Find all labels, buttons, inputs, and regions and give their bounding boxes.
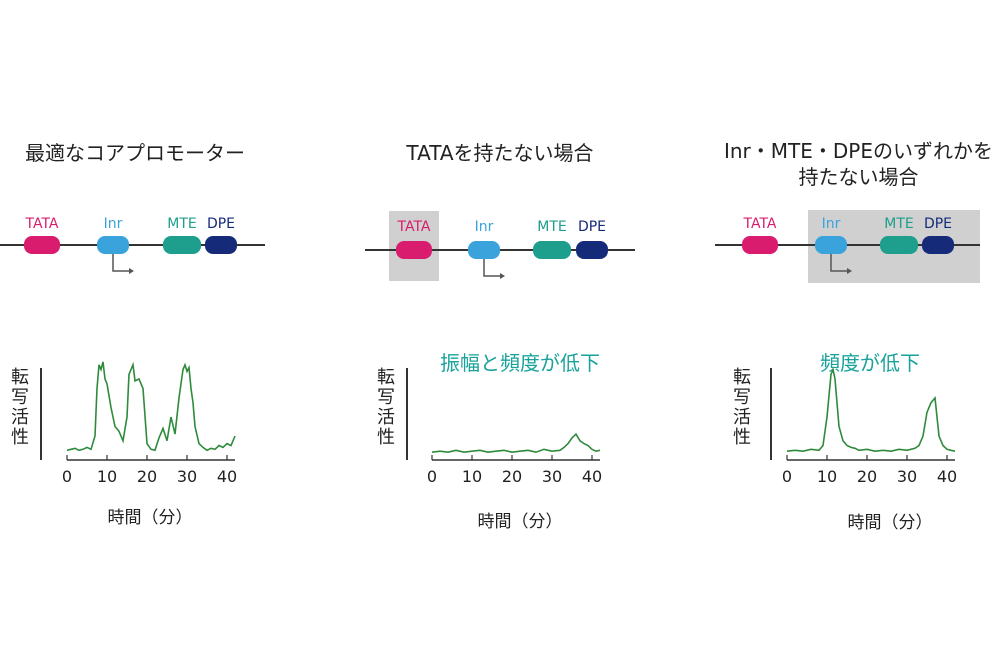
x-tick-label: 10	[97, 467, 117, 486]
panel-3-y-axis	[770, 368, 772, 460]
panel-1-title: 最適なコアプロモーター	[25, 141, 245, 165]
dpe-box	[205, 236, 237, 254]
x-tick-label: 40	[582, 467, 602, 486]
panel-2-caption: 振幅と頻度が低下	[440, 351, 600, 375]
inr-label: Inr	[104, 216, 123, 232]
tata-label: TATA	[743, 216, 777, 232]
transcription-trace-line	[431, 432, 601, 454]
x-tick-label: 20	[502, 467, 522, 486]
tss-arrow	[483, 259, 503, 277]
dpe-label: DPE	[578, 219, 606, 235]
panel-2-trace-chart: 0 10 20 30 40	[427, 432, 602, 486]
x-tick-label: 0	[427, 467, 437, 486]
inr-label: Inr	[822, 216, 841, 232]
panel-2-promoter: TATA Inr MTE DPE	[365, 211, 635, 281]
dpe-box	[922, 236, 954, 254]
dpe-label: DPE	[207, 216, 235, 232]
tss-arrow	[830, 254, 850, 272]
mte-box	[533, 241, 571, 259]
mte-label: MTE	[167, 216, 196, 232]
panel-1-xlabel: 時間（分）	[107, 508, 193, 528]
mte-box	[880, 236, 918, 254]
x-tick-label: 30	[542, 467, 562, 486]
inr-label: Inr	[475, 219, 494, 235]
tata-box	[24, 236, 60, 254]
tata-label: TATA	[25, 216, 59, 232]
dpe-box	[576, 241, 608, 259]
panel-2-title: TATAを持たない場合	[406, 141, 594, 165]
x-tick-label: 10	[462, 467, 482, 486]
transcription-trace-line	[786, 366, 956, 453]
tata-box	[742, 236, 778, 254]
panel-3-caption: 頻度が低下	[820, 351, 920, 375]
panel-1-promoter: TATA Inr MTE DPE	[0, 216, 265, 274]
x-tick-label: 20	[857, 467, 877, 486]
panel-1-trace-chart: 0 10 20 30 40	[62, 361, 237, 486]
mte-box	[163, 236, 201, 254]
tata-label: TATA	[397, 219, 431, 235]
panel-3-ylabel: 転写活性	[733, 367, 751, 448]
x-tick-label: 0	[782, 467, 792, 486]
x-tick-label: 20	[137, 467, 157, 486]
panel-1-ylabel: 転写活性	[11, 367, 29, 448]
x-tick-label: 30	[177, 467, 197, 486]
panel-3-promoter: TATA Inr MTE DPE	[715, 210, 980, 283]
x-tick-label: 10	[817, 467, 837, 486]
mte-label: MTE	[884, 216, 913, 232]
panel-1-y-axis	[40, 368, 42, 460]
panel-3-xlabel: 時間（分）	[847, 513, 933, 533]
tata-box	[396, 241, 432, 259]
x-tick-label: 30	[897, 467, 917, 486]
panel-3-title: Inr・MTE・DPEのいずれかを 持たない場合	[723, 139, 993, 189]
panel-2-xlabel: 時間（分）	[477, 512, 563, 532]
inr-box	[97, 236, 129, 254]
mte-label: MTE	[537, 219, 566, 235]
inr-box	[815, 236, 847, 254]
panel-2-ylabel: 転写活性	[377, 367, 395, 448]
inr-box	[468, 241, 500, 259]
panel-3-trace-chart: 0 10 20 30 40	[782, 366, 957, 486]
transcription-trace-line	[66, 361, 236, 452]
x-tick-label: 40	[937, 467, 957, 486]
tss-arrow	[112, 254, 132, 272]
dpe-label: DPE	[924, 216, 952, 232]
x-tick-label: 0	[62, 467, 72, 486]
x-tick-label: 40	[217, 467, 237, 486]
panel-2-y-axis	[406, 368, 408, 460]
